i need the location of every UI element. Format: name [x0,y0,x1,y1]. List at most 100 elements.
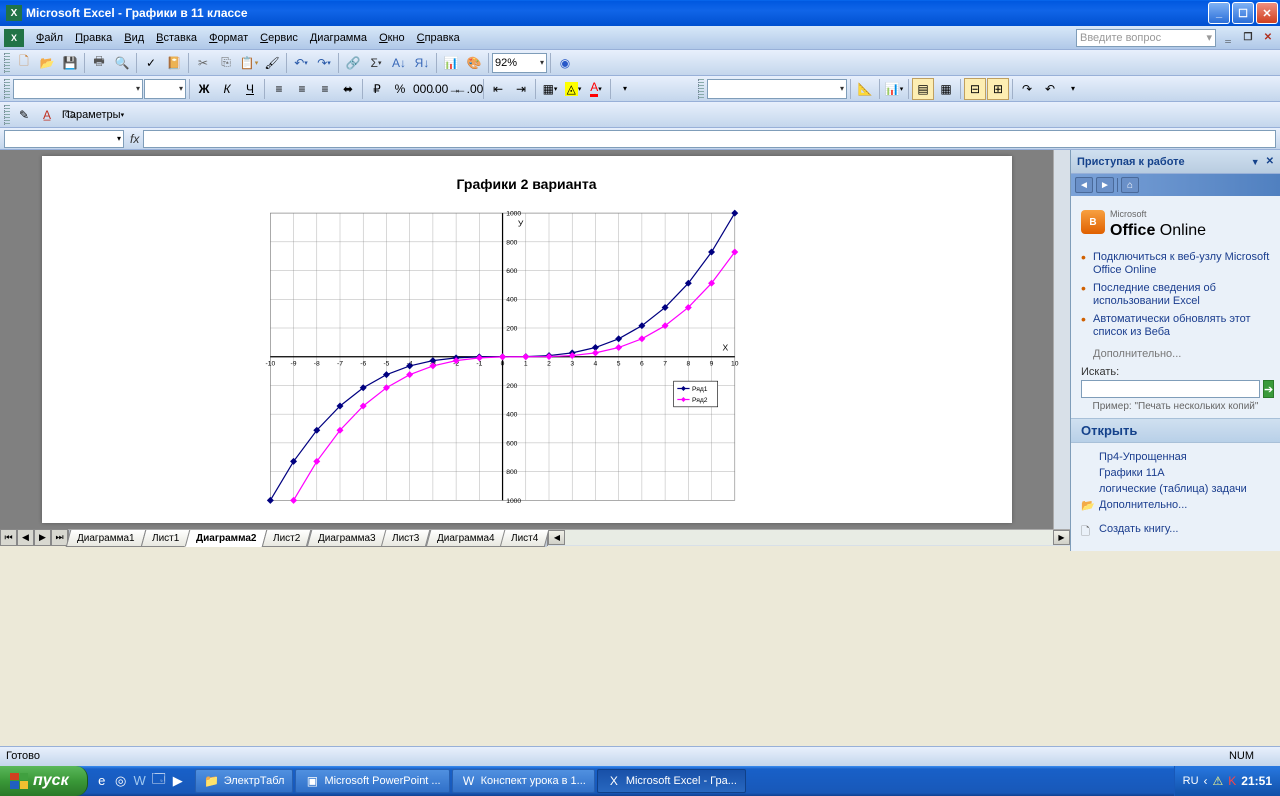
format-object-button[interactable]: 📐 [854,78,876,100]
bold-button[interactable]: Ж [193,78,215,100]
window-minimize-button[interactable]: _ [1208,2,1230,24]
sort-asc-button[interactable]: A↓ [388,52,410,74]
format-painter-button[interactable]: 🖌 [261,52,283,74]
fx-icon[interactable]: fx [130,132,139,146]
autosum-button[interactable]: Σ▾ [365,52,387,74]
sheet-tab[interactable]: Диаграмма3 [306,530,386,547]
wordart-gallery-button[interactable]: A̲ [36,104,58,126]
recent-file-2[interactable]: Графики 11А [1081,465,1270,481]
ql-player-icon[interactable]: ▶ [169,772,187,790]
new-button[interactable]: 🗋 [13,52,35,74]
tab-nav-prev[interactable]: ◀ [17,529,34,546]
taskpane-search-input[interactable] [1081,380,1260,398]
tray-icon-2[interactable]: ⚠ [1213,774,1224,788]
merge-center-button[interactable]: ⬌ [337,78,359,100]
print-preview-button[interactable]: 🔍 [111,52,133,74]
sheet-tab[interactable]: Лист1 [140,530,190,547]
taskpane-home-button[interactable]: ⌂ [1121,177,1139,193]
tab-nav-next[interactable]: ▶ [34,529,51,546]
tray-icon-1[interactable]: ‹ [1204,774,1208,788]
drawing-button[interactable]: 🎨 [463,52,485,74]
by-column-button[interactable]: ⊞ [987,78,1009,100]
toolbar-options-button-2[interactable]: ▾ [1062,78,1084,100]
open-more-link[interactable]: Дополнительно... [1081,497,1270,513]
recent-file-3[interactable]: логические (таблица) задачи [1081,481,1270,497]
redo-button[interactable]: ↷▾ [313,52,335,74]
menu-edit[interactable]: Правка [69,30,118,46]
borders-button[interactable]: ▦▾ [539,78,561,100]
research-button[interactable]: 📔 [163,52,185,74]
taskpane-dropdown-icon[interactable]: ▼ [1251,157,1260,167]
print-button[interactable]: 🖶 [88,52,110,74]
taskpane-link-connect[interactable]: Подключиться к веб-узлу Microsoft Office… [1081,250,1270,278]
excel-icon[interactable]: X [4,29,24,47]
ql-word-icon[interactable]: W [131,772,149,790]
taskbar-clock[interactable]: 21:51 [1241,774,1272,788]
hyperlink-button[interactable]: 🔗 [342,52,364,74]
align-left-button[interactable]: ≡ [268,78,290,100]
taskbar-task-button[interactable]: WКонспект урока в 1... [452,769,595,793]
copy-button[interactable]: ⎘ [215,52,237,74]
start-button[interactable]: пуск [0,766,88,796]
taskpane-forward-button[interactable]: ► [1096,177,1114,193]
tab-nav-first[interactable]: ⏮ [0,529,17,546]
menu-file[interactable]: Файл [30,30,69,46]
taskpane-back-button[interactable]: ◄ [1075,177,1093,193]
cut-button[interactable]: ✂ [192,52,214,74]
chart-plot-area[interactable]: 10008006004002002004006008001000-10-9-8-… [72,207,982,513]
sheet-tab[interactable]: Лист3 [381,530,431,547]
menu-chart[interactable]: Диаграмма [304,30,373,46]
decrease-decimal-button[interactable]: ←.00 [458,78,480,100]
taskpane-close-button[interactable]: ✕ [1266,156,1274,167]
options-button[interactable]: Параметры▾ [82,104,104,126]
horizontal-scrollbar[interactable]: ◀▶ [547,530,1070,546]
toolbar-options-button[interactable]: ▾ [614,78,636,100]
chart-sheet[interactable]: Графики 2 варианта 100080060040020020040… [42,156,1012,523]
fontsize-select[interactable]: ▾ [144,79,186,99]
taskpane-link-autoupdate[interactable]: Автоматически обновлять этот список из В… [1081,312,1270,340]
menu-insert[interactable]: Вставка [150,30,203,46]
mdi-restore-button[interactable]: ❐ [1240,30,1256,46]
sort-desc-button[interactable]: Я↓ [411,52,433,74]
fill-color-button[interactable]: ◬▾ [562,78,584,100]
language-indicator[interactable]: RU [1183,775,1199,787]
align-center-button[interactable]: ≡ [291,78,313,100]
spelling-button[interactable]: ✓ [140,52,162,74]
sheet-tab[interactable]: Диаграмма1 [66,530,146,547]
increase-indent-button[interactable]: ⇥ [510,78,532,100]
sheet-tab[interactable]: Лист4 [500,530,550,547]
menu-help[interactable]: Справка [411,30,466,46]
sheet-tab[interactable]: Диаграмма4 [425,530,505,547]
underline-button[interactable]: Ч [239,78,261,100]
create-workbook-link[interactable]: Создать книгу... [1081,521,1270,537]
window-close-button[interactable]: ✕ [1256,2,1278,24]
currency-button[interactable]: ₽ [366,78,388,100]
percent-button[interactable]: % [389,78,411,100]
taskbar-task-button[interactable]: XMicrosoft Excel - Гра... [597,769,746,793]
taskbar-task-button[interactable]: ▣Microsoft PowerPoint ... [295,769,449,793]
decrease-indent-button[interactable]: ⇤ [487,78,509,100]
save-button[interactable]: 💾 [59,52,81,74]
menu-tools[interactable]: Сервис [254,30,304,46]
help-search-box[interactable]: Введите вопрос▾ [1076,29,1216,47]
chart-type-button[interactable]: 📊▾ [883,78,905,100]
recent-file-1[interactable]: Пр4-Упрощенная [1081,449,1270,465]
mdi-minimize-button[interactable]: ‗ [1220,30,1236,46]
align-right-button[interactable]: ≡ [314,78,336,100]
data-table-button[interactable]: ▦ [935,78,957,100]
ql-desktop-icon[interactable]: 🗔 [150,772,168,790]
open-button[interactable]: 📂 [36,52,58,74]
chart-title[interactable]: Графики 2 варианта [72,176,982,192]
taskpane-search-go-button[interactable]: ➔ [1263,380,1274,398]
vertical-scrollbar[interactable] [1053,150,1070,529]
undo-button[interactable]: ↶▾ [290,52,312,74]
italic-button[interactable]: К [216,78,238,100]
help-button[interactable]: ◉ [554,52,576,74]
legend-button[interactable]: ▤ [912,78,934,100]
sheet-tab[interactable]: Диаграмма2 [185,530,268,547]
font-color-button[interactable]: A▾ [585,78,607,100]
taskbar-task-button[interactable]: 📁ЭлектрТабл [195,769,294,793]
mdi-close-button[interactable]: ✕ [1260,30,1276,46]
ql-ie-icon[interactable]: e [93,772,111,790]
paste-button[interactable]: 📋▾ [238,52,260,74]
